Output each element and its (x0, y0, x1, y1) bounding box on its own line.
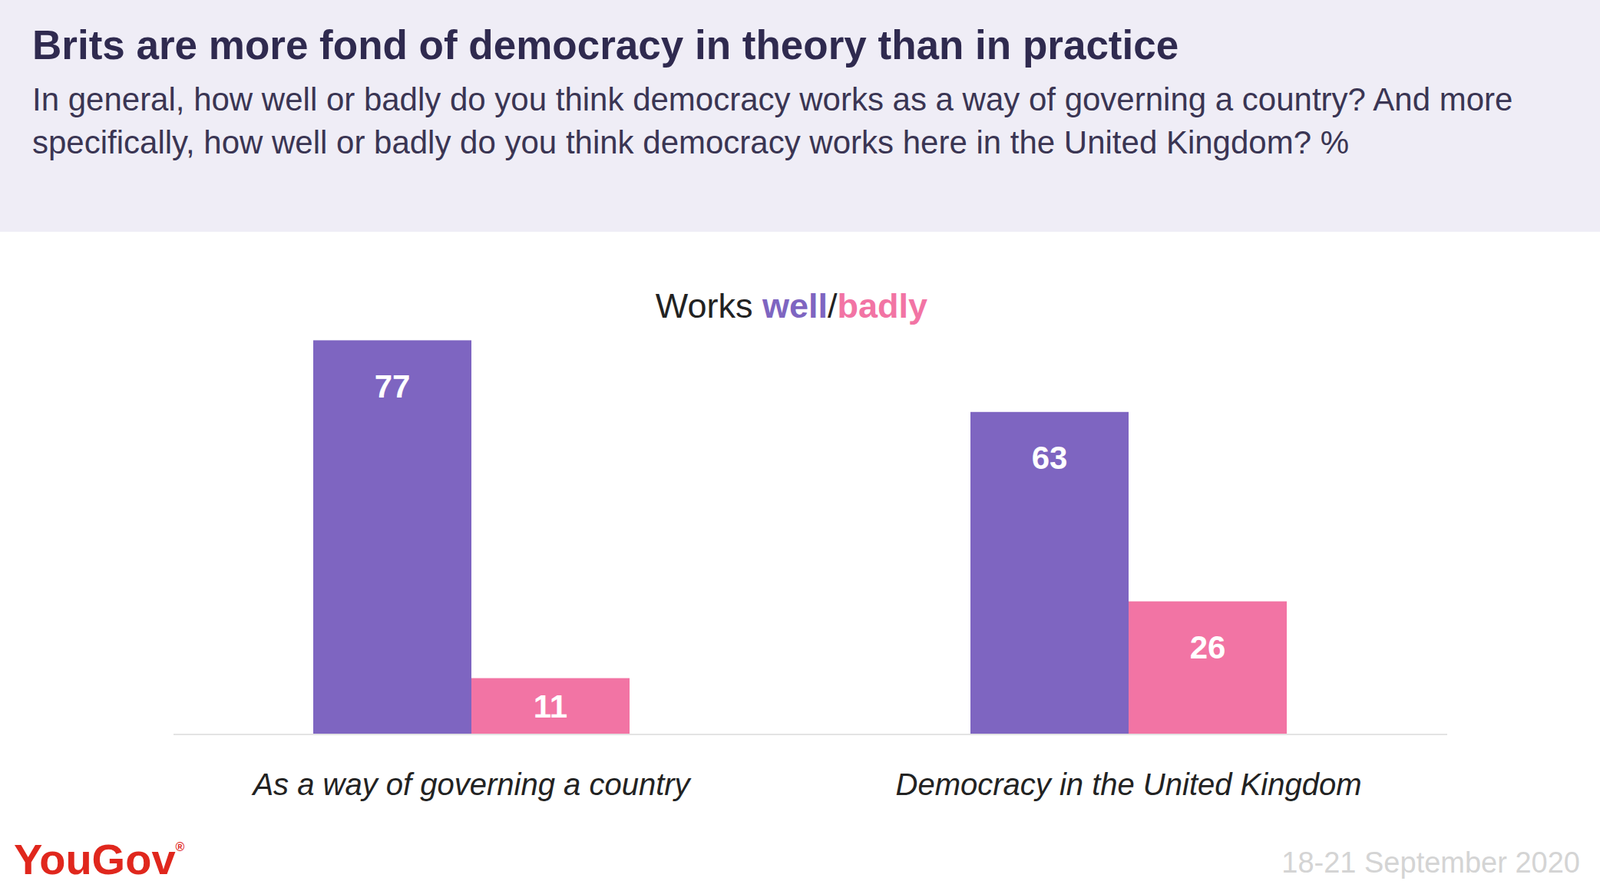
bar (471, 678, 630, 735)
chart: Works well/badly 77 11 63 26 As a way of gove… (0, 0, 1600, 891)
source: YouGov® (13, 835, 186, 884)
legend: Works well/badly (655, 286, 928, 326)
category-label: As a way of governing a country (251, 767, 692, 802)
data-labels: 77 11 63 26 (374, 368, 1227, 725)
bar (1128, 601, 1287, 735)
bar (970, 412, 1129, 735)
legend-title: Works (655, 286, 763, 326)
data-label: 11 (533, 688, 568, 725)
legend-entry: well (761, 286, 828, 326)
data-label: 26 (1190, 629, 1227, 666)
legend-separator: / (827, 286, 838, 326)
category-label: Democracy in the United Kingdom (895, 767, 1362, 802)
baseline (173, 733, 1448, 736)
subtitle: In general, how well or badly do you thi… (32, 78, 1576, 165)
source-mark: ® (175, 840, 186, 854)
bars (313, 340, 1287, 735)
data-label: 63 (1031, 439, 1068, 477)
title: Brits are more fond of democracy in theo… (32, 21, 1179, 69)
date: 18-21 September 2020 (1281, 846, 1581, 880)
data-label: 77 (374, 368, 411, 405)
source-name: YouGov (13, 835, 176, 884)
bar (313, 340, 472, 735)
legend-entry: badly (837, 286, 929, 326)
